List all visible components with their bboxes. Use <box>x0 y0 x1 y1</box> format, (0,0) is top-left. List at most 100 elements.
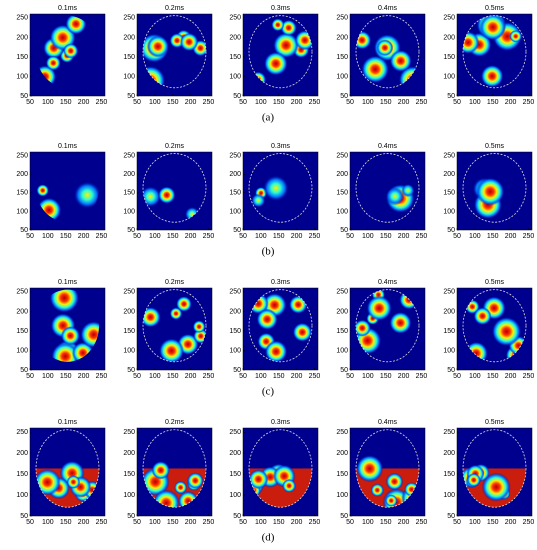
x-tick-label: 250 <box>96 373 108 380</box>
panel-title: 0.3ms <box>271 419 291 426</box>
y-tick-label: 250 <box>16 153 28 160</box>
y-tick-label: 100 <box>229 73 241 80</box>
field-blob <box>385 494 398 507</box>
y-tick-label: 50 <box>340 513 348 520</box>
y-tick-label: 50 <box>447 367 455 374</box>
x-tick-label: 200 <box>185 99 197 106</box>
plot-frame <box>136 427 213 517</box>
field-blob <box>60 326 80 346</box>
x-tick-label: 150 <box>487 373 499 380</box>
x-tick-label: 100 <box>149 519 161 526</box>
boundary <box>462 15 527 89</box>
x-tick-label: 200 <box>185 373 197 380</box>
field-blob <box>249 469 269 490</box>
y-tick-label: 100 <box>336 208 348 215</box>
boundary <box>355 429 420 508</box>
field-blob <box>361 55 389 83</box>
panel: 0.1ms 50 100 150 200 250 50 100 150 200 250 <box>16 143 107 240</box>
panel-title: 0.5ms <box>485 279 505 286</box>
x-tick-label: 250 <box>416 233 428 240</box>
field <box>385 183 415 213</box>
x-tick-label: 150 <box>273 233 285 240</box>
panel: 0.4ms 50 100 150 200 250 50 100 150 200 250 <box>336 279 427 380</box>
x-tick-label: 250 <box>523 233 535 240</box>
x-tick-label: 200 <box>185 233 197 240</box>
x-tick-label: 50 <box>133 233 141 240</box>
x-tick-label: 250 <box>96 519 108 526</box>
x-tick-label: 100 <box>255 233 267 240</box>
panel: 0.4ms 50 100 150 200 250 50 100 150 200 250 <box>336 143 427 240</box>
y-tick-label: 200 <box>443 450 455 457</box>
x-tick-label: 250 <box>203 373 215 380</box>
y-tick-label: 150 <box>336 54 348 61</box>
field-blob <box>66 475 81 489</box>
y-tick-label: 200 <box>443 308 455 315</box>
y-tick-label: 250 <box>229 289 241 296</box>
field-blob <box>389 311 412 334</box>
field-blob <box>509 30 522 43</box>
x-tick-label: 250 <box>96 99 108 106</box>
y-tick-label: 250 <box>123 429 135 436</box>
y-tick-label: 150 <box>16 328 28 335</box>
x-tick-label: 100 <box>42 233 54 240</box>
field-blob <box>385 472 404 491</box>
x-tick-label: 200 <box>505 233 517 240</box>
panel-title: 0.1ms <box>58 5 78 12</box>
field-blob <box>463 31 480 54</box>
plot-frame <box>242 427 319 517</box>
x-tick-label: 200 <box>291 233 303 240</box>
panel-title: 0.4ms <box>378 143 398 150</box>
y-tick-label: 200 <box>229 308 241 315</box>
x-tick-label: 200 <box>78 519 90 526</box>
field-blob <box>159 338 184 362</box>
y-tick-label: 100 <box>443 492 455 499</box>
field-blob <box>45 55 61 71</box>
x-tick-label: 150 <box>167 519 179 526</box>
row-label: (c) <box>262 386 275 398</box>
boundary <box>142 429 207 508</box>
y-tick-label: 150 <box>123 471 135 478</box>
y-tick-label: 250 <box>229 429 241 436</box>
y-tick-label: 250 <box>123 153 135 160</box>
boundary <box>142 15 207 89</box>
y-tick-label: 200 <box>336 308 348 315</box>
plot-frame <box>349 151 426 231</box>
x-tick-label: 250 <box>416 373 428 380</box>
y-tick-label: 150 <box>229 54 241 61</box>
x-tick-label: 100 <box>149 373 161 380</box>
y-tick-label: 250 <box>336 153 348 160</box>
plot-frame <box>136 151 213 231</box>
x-tick-label: 100 <box>255 373 267 380</box>
field-blob <box>187 472 204 489</box>
field-blob <box>169 307 183 320</box>
field-blob <box>49 289 80 313</box>
plot-frame <box>242 287 319 371</box>
field-blob <box>401 183 415 198</box>
y-tick-label: 150 <box>229 328 241 335</box>
y-tick-label: 200 <box>123 34 135 41</box>
y-tick-label: 50 <box>20 227 28 234</box>
y-tick-label: 150 <box>16 190 28 197</box>
y-tick-label: 100 <box>123 492 135 499</box>
x-tick-label: 50 <box>346 373 354 380</box>
field-blob <box>292 322 312 342</box>
y-tick-label: 200 <box>229 171 241 178</box>
y-tick-label: 100 <box>16 492 28 499</box>
y-tick-label: 50 <box>20 93 28 100</box>
panel: 0.3ms 50 100 150 200 250 50 100 150 200 250 <box>229 5 320 106</box>
field-blob <box>280 19 297 36</box>
x-tick-label: 150 <box>487 519 499 526</box>
panel-title: 0.3ms <box>271 5 291 12</box>
x-tick-label: 50 <box>26 233 34 240</box>
x-tick-label: 100 <box>149 233 161 240</box>
boundary <box>142 153 207 223</box>
y-tick-label: 50 <box>127 367 135 374</box>
field-blob <box>179 32 199 52</box>
y-tick-label: 100 <box>16 208 28 215</box>
field-blob <box>36 184 49 197</box>
plot-frame <box>242 13 319 97</box>
y-tick-label: 50 <box>447 227 455 234</box>
y-tick-label: 200 <box>443 34 455 41</box>
x-tick-label: 150 <box>273 99 285 106</box>
x-tick-label: 250 <box>523 99 535 106</box>
